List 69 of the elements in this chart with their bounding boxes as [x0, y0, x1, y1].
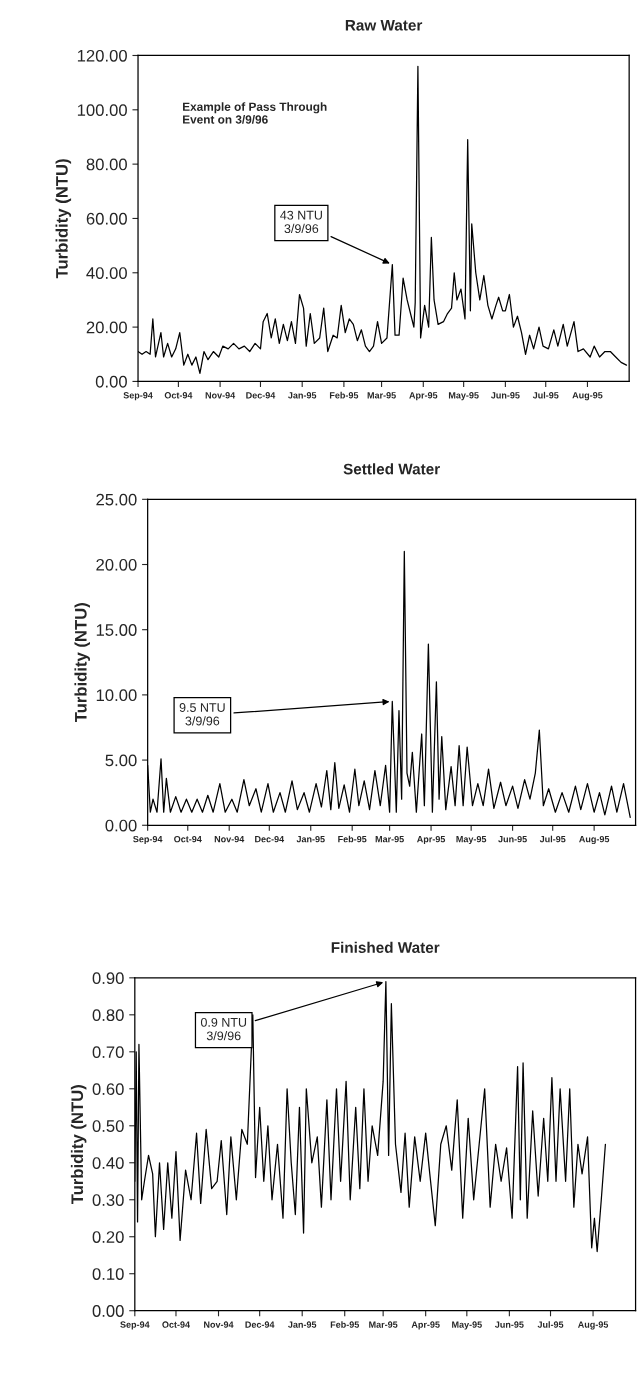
x-tick-label: Feb-95: [329, 391, 359, 399]
y-tick-label: 0.00: [95, 375, 127, 388]
x-tick-label: Mar-95: [369, 1321, 398, 1328]
y-tick-label: 0.90: [92, 972, 124, 985]
x-tick-label: Nov-94: [214, 835, 245, 843]
x-tick-label: Jun-95: [490, 392, 520, 399]
y-tick-label: 40.00: [86, 267, 127, 279]
y-tick-label: 120.00: [77, 49, 127, 62]
x-tick-label: Jul-95: [537, 1321, 564, 1328]
y-tick-label: 0.00: [92, 1305, 124, 1317]
y-tick-label: 5.00: [105, 754, 137, 767]
y-tick-label: 10.00: [96, 689, 137, 702]
x-tick-label: Apr-95: [409, 392, 438, 401]
annotation: Example of Pass Through Event on 3/9/96: [183, 102, 327, 124]
y-tick-label: 20.00: [86, 321, 127, 334]
y-tick-label: 0.40: [92, 1157, 124, 1169]
x-tick-label: Sep-94: [123, 392, 153, 401]
y-tick-label: 0.50: [92, 1120, 124, 1132]
x-tick-label: Feb-95: [338, 835, 367, 843]
x-tick-label: Jul-95: [532, 391, 559, 399]
y-tick-label: 60.00: [86, 212, 127, 225]
x-tick-label: Oct-94: [162, 1321, 190, 1328]
x-tick-label: Aug-95: [579, 835, 610, 845]
x-tick-label: May-95: [448, 392, 479, 401]
chart-title: Raw Water: [345, 19, 423, 31]
x-tick-label: May-95: [456, 835, 487, 845]
y-tick-label: 0.30: [92, 1194, 124, 1206]
y-tick-label: 80.00: [86, 158, 127, 171]
x-tick-label: Mar-95: [367, 392, 396, 399]
x-tick-label: Sep-94: [133, 835, 163, 845]
y-axis-title: Turbidity (NTU): [74, 603, 90, 723]
x-tick-label: Jul-95: [539, 835, 566, 843]
x-tick-label: Feb-95: [330, 1321, 360, 1328]
y-tick-label: 0.70: [92, 1046, 124, 1059]
y-axis-title: Turbidity (NTU): [55, 159, 72, 279]
x-tick-label: Jan-95: [296, 835, 325, 843]
annotation: 43 NTU 3/9/96: [280, 210, 322, 234]
x-tick-label: Dec-94: [246, 392, 276, 399]
y-axis-title: Turbidity (NTU): [70, 1085, 87, 1205]
y-tick-label: 15.00: [96, 624, 137, 636]
y-tick-label: 0.20: [92, 1231, 124, 1243]
x-tick-label: Nov-94: [204, 1321, 234, 1328]
x-tick-label: Dec-94: [245, 1321, 275, 1328]
x-tick-label: May-95: [452, 1321, 482, 1330]
y-tick-label: 0.00: [105, 819, 137, 832]
x-tick-label: Apr-95: [411, 1321, 440, 1330]
x-tick-label: Oct-94: [164, 392, 193, 399]
annotation: 0.9 NTU 3/9/96: [200, 1017, 247, 1041]
x-tick-label: Apr-95: [416, 835, 446, 845]
chart-title: Finished Water: [331, 941, 440, 953]
x-tick-label: Sep-94: [120, 1321, 150, 1330]
x-tick-label: Oct-94: [174, 835, 202, 843]
x-tick-label: Aug-95: [577, 1321, 609, 1330]
x-tick-label: Jun-95: [498, 835, 527, 843]
y-tick-label: 0.80: [92, 1009, 124, 1022]
y-tick-label: 100.00: [77, 104, 127, 117]
y-tick-label: 20.00: [96, 558, 137, 571]
annotation: 9.5 NTU 3/9/96: [179, 703, 225, 726]
y-tick-label: 25.00: [96, 493, 137, 506]
y-tick-label: 0.10: [92, 1268, 124, 1280]
y-tick-label: 0.60: [92, 1083, 124, 1095]
chart-title: Settled Water: [343, 463, 440, 475]
x-tick-label: Jan-95: [288, 392, 317, 399]
x-tick-label: Dec-94: [255, 835, 285, 843]
x-tick-label: Jun-95: [494, 1321, 524, 1328]
x-tick-label: Jan-95: [288, 1321, 317, 1328]
x-tick-label: Aug-95: [572, 392, 603, 401]
x-tick-label: Nov-94: [205, 392, 236, 399]
x-tick-label: Mar-95: [375, 835, 404, 843]
